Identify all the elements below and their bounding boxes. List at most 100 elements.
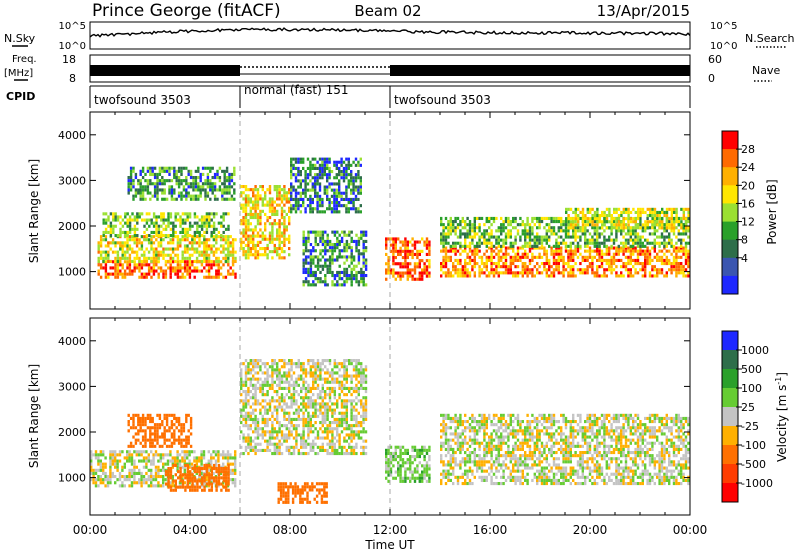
- data-cell: [242, 250, 245, 254]
- data-cell: [524, 223, 527, 227]
- data-cell: [158, 188, 162, 192]
- data-cell: [128, 235, 132, 239]
- data-cell: [485, 229, 488, 233]
- data-cell: [569, 258, 572, 262]
- data-cell: [468, 235, 472, 239]
- data-cell: [104, 456, 107, 460]
- data-cell: [514, 255, 517, 259]
- data-cell: [119, 215, 122, 219]
- data-cell: [555, 216, 558, 220]
- data-cell: [264, 421, 267, 425]
- data-cell: [593, 226, 596, 230]
- data-cell: [598, 244, 601, 248]
- data-cell: [229, 235, 232, 239]
- data-cell: [210, 247, 213, 251]
- data-cell: [222, 238, 225, 242]
- data-cell: [144, 435, 147, 439]
- data-cell: [335, 201, 338, 205]
- data-cell: [350, 188, 353, 192]
- data-cell: [126, 230, 129, 234]
- data-cell: [200, 250, 204, 254]
- data-cell: [543, 238, 546, 242]
- data-cell: [615, 223, 618, 227]
- cpid-row: CPID twofsound 3503 normal (fast) 151 tw…: [6, 83, 691, 108]
- data-cell: [266, 203, 269, 207]
- data-cell: [285, 237, 288, 241]
- data-cell: [140, 259, 144, 263]
- data-cell: [158, 426, 162, 430]
- data-cell: [276, 393, 279, 397]
- data-cell: [163, 188, 166, 192]
- data-cell: [473, 262, 476, 266]
- data-cell: [205, 244, 208, 248]
- data-cell: [154, 478, 158, 482]
- data-cell: [264, 430, 267, 434]
- data-cell: [357, 163, 360, 167]
- data-cell: [204, 194, 207, 198]
- data-cell: [352, 207, 355, 211]
- data-cell: [173, 416, 176, 420]
- data-cell: [584, 214, 587, 218]
- data-cell: [352, 188, 355, 192]
- data-cell: [483, 265, 486, 269]
- data-cell: [670, 238, 673, 242]
- data-cell: [672, 268, 676, 272]
- data-cell: [176, 241, 180, 245]
- data-cell: [256, 386, 260, 390]
- data-cell: [406, 246, 409, 250]
- data-cell: [127, 429, 130, 433]
- data-cell: [302, 252, 305, 256]
- data-cell: [552, 262, 556, 266]
- data-cell: [468, 220, 472, 224]
- data-cell: [528, 244, 532, 248]
- data-cell: [500, 232, 503, 236]
- data-cell: [504, 249, 508, 253]
- data-cell: [565, 207, 568, 211]
- data-cell: [254, 206, 257, 210]
- data-cell: [345, 243, 349, 247]
- data-cell: [244, 439, 248, 443]
- data-cell: [254, 386, 257, 390]
- data-cell: [413, 268, 417, 272]
- data-cell: [401, 271, 405, 275]
- data-cell: [205, 230, 209, 234]
- data-cell: [302, 179, 305, 183]
- data-cell: [207, 459, 210, 463]
- data-cell: [169, 266, 172, 270]
- data-cell: [555, 246, 558, 250]
- data-cell: [302, 243, 305, 247]
- data-cell: [634, 220, 637, 224]
- data-cell: [528, 229, 532, 233]
- data-cell: [149, 416, 152, 420]
- data-cell: [478, 255, 481, 259]
- data-cell: [447, 274, 450, 278]
- data-cell: [185, 413, 188, 417]
- data-cell: [600, 262, 604, 266]
- data-cell: [385, 240, 388, 244]
- data-cell: [328, 255, 332, 259]
- data-cell: [591, 258, 594, 262]
- data-cell: [162, 247, 165, 251]
- data-cell: [167, 470, 170, 474]
- data-cell: [471, 223, 474, 227]
- data-cell: [92, 453, 95, 457]
- data-cell: [622, 274, 625, 278]
- data-cell: [627, 232, 630, 236]
- data-cell: [256, 206, 260, 210]
- data-cell: [247, 411, 250, 415]
- data-cell: [135, 481, 138, 485]
- data-cell: [150, 275, 153, 279]
- data-cell: [256, 377, 260, 381]
- data-cell: [254, 390, 257, 394]
- data-cell: [579, 246, 582, 250]
- data-cell: [622, 252, 625, 256]
- data-cell: [264, 439, 267, 443]
- data-cell: [622, 249, 625, 253]
- data-cell: [259, 216, 262, 220]
- nsearch-tick-bottom: 10^0: [710, 41, 737, 52]
- data-cell: [355, 280, 358, 284]
- data-cell: [212, 212, 216, 216]
- data-cell: [97, 256, 100, 260]
- data-cell: [343, 249, 346, 253]
- data-cell: [210, 456, 213, 460]
